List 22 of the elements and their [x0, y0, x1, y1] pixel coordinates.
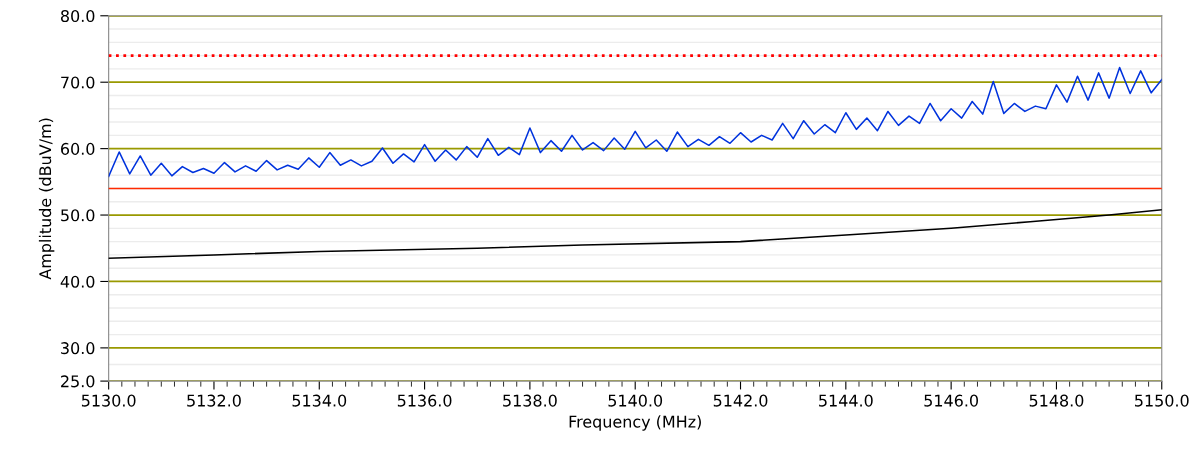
x-tick-label: 5148.0	[1029, 394, 1084, 407]
y-tick-label: 40.0	[60, 275, 95, 288]
x-tick-label: 5140.0	[608, 394, 663, 407]
y-tick-label: 30.0	[61, 342, 95, 355]
x-tick-label: 5150.0	[1135, 394, 1189, 407]
x-tick-label: 5130.0	[81, 394, 136, 407]
x-tick-label: 5144.0	[819, 394, 873, 407]
line-series	[108, 208, 1162, 259]
x-tick-label: 5142.0	[713, 394, 768, 407]
y-tick-label: 25.0	[61, 375, 95, 388]
x-tick-label: 5136.0	[397, 394, 452, 407]
line-series	[108, 66, 1162, 178]
x-tick-label: 5146.0	[924, 394, 979, 407]
y-tick-label: 70.0	[61, 76, 95, 89]
x-tick-label: 5132.0	[187, 394, 241, 407]
x-tick-label: 5134.0	[292, 394, 347, 407]
x-tick-label: 5138.0	[503, 394, 557, 407]
y-tick-label: 50.0	[61, 209, 95, 222]
x-axis-title: Frequency (MHz)	[569, 415, 701, 431]
y-axis-title: Amplitude (dBuV/m)	[38, 118, 55, 280]
y-tick-label: 80.0	[60, 10, 95, 23]
y-tick-label: 60.0	[61, 142, 95, 155]
